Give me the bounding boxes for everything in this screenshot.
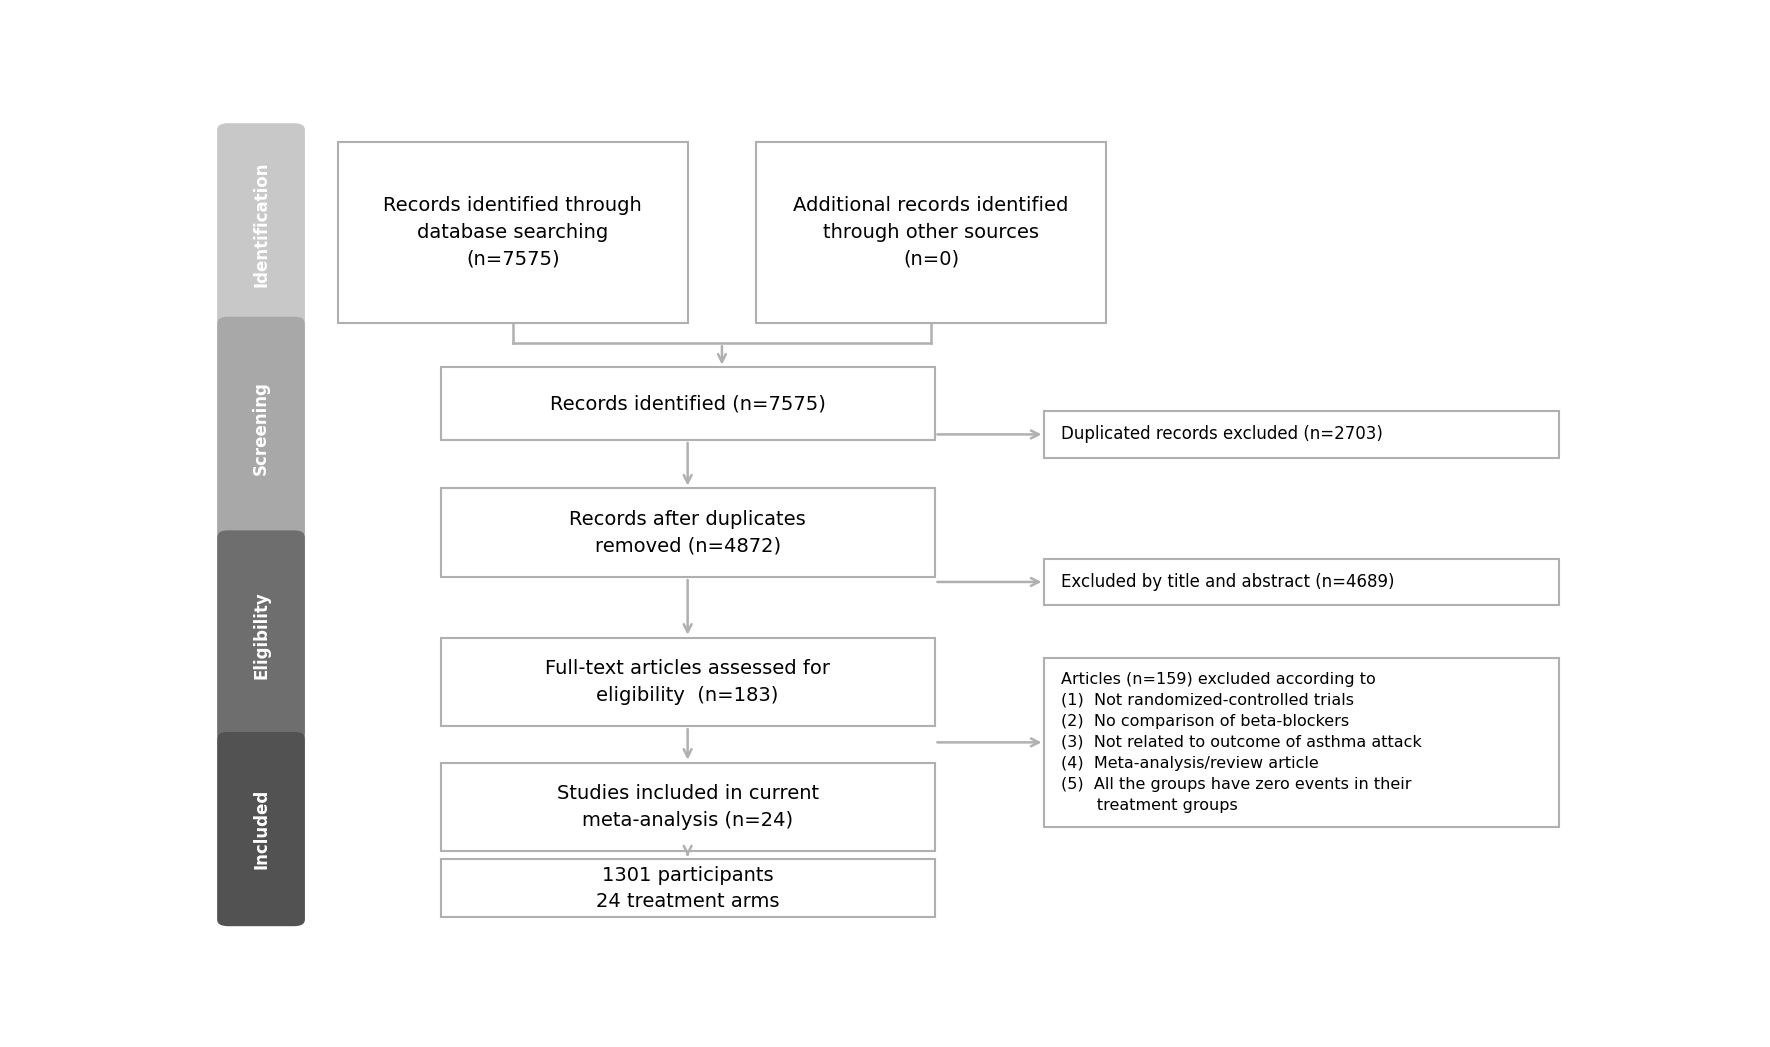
Text: Excluded by title and abstract (n=4689): Excluded by title and abstract (n=4689) — [1060, 573, 1395, 591]
Text: Screening: Screening — [251, 381, 271, 475]
Text: Records identified (n=7575): Records identified (n=7575) — [550, 395, 825, 414]
Text: Articles (n=159) excluded according to
(1)  Not randomized-controlled trials
(2): Articles (n=159) excluded according to (… — [1060, 672, 1421, 812]
Text: Additional records identified
through other sources
(n=0): Additional records identified through ot… — [793, 197, 1069, 268]
FancyBboxPatch shape — [441, 638, 935, 727]
FancyBboxPatch shape — [218, 124, 304, 326]
FancyBboxPatch shape — [1044, 658, 1559, 827]
FancyBboxPatch shape — [441, 488, 935, 577]
Text: Identification: Identification — [251, 161, 271, 287]
Text: Records after duplicates
removed (n=4872): Records after duplicates removed (n=4872… — [570, 510, 805, 556]
FancyBboxPatch shape — [1044, 558, 1559, 605]
Text: Full-text articles assessed for
eligibility  (n=183): Full-text articles assessed for eligibil… — [545, 660, 830, 705]
Text: Eligibility: Eligibility — [251, 592, 271, 680]
FancyBboxPatch shape — [1044, 411, 1559, 458]
FancyBboxPatch shape — [441, 367, 935, 440]
FancyBboxPatch shape — [218, 531, 304, 741]
FancyBboxPatch shape — [756, 141, 1106, 324]
FancyBboxPatch shape — [441, 860, 935, 917]
Text: Duplicated records excluded (n=2703): Duplicated records excluded (n=2703) — [1060, 425, 1382, 444]
Text: Included: Included — [251, 789, 271, 869]
FancyBboxPatch shape — [218, 316, 304, 539]
FancyBboxPatch shape — [218, 732, 304, 927]
FancyBboxPatch shape — [338, 141, 687, 324]
FancyBboxPatch shape — [441, 762, 935, 851]
Text: Studies included in current
meta-analysis (n=24): Studies included in current meta-analysi… — [556, 784, 820, 829]
Text: 1301 participants
24 treatment arms: 1301 participants 24 treatment arms — [596, 866, 779, 911]
Text: Records identified through
database searching
(n=7575): Records identified through database sear… — [384, 197, 643, 268]
